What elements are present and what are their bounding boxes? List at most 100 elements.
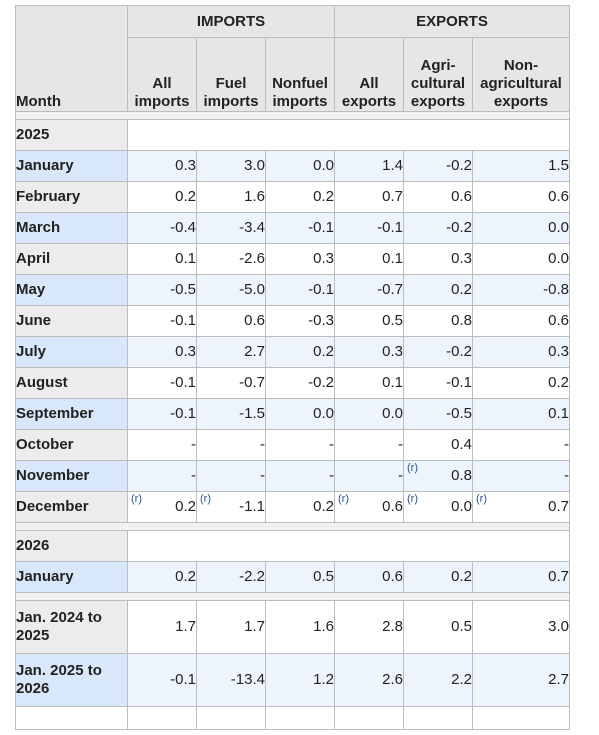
value-text: 0.8	[451, 312, 472, 329]
exports-group-header: EXPORTS	[334, 5, 570, 38]
value-cell: -0.1	[127, 653, 197, 707]
year-row-fill	[127, 119, 570, 151]
value-text: 0.7	[548, 498, 569, 515]
value-cell: 0.2	[403, 561, 473, 593]
value-cell: 0.3	[265, 243, 335, 275]
value-cell: 0.1	[334, 243, 404, 275]
value-text: 1.4	[382, 157, 403, 174]
value-cell: (r) 0.7	[472, 491, 570, 523]
month-label: March	[15, 212, 128, 244]
value-cell: -	[127, 460, 197, 492]
value-cell: 0.5	[334, 305, 404, 337]
table-tail-row	[15, 706, 570, 730]
table-row: May -0.5 -5.0 -0.1 -0.7 0.2 -0.8	[15, 274, 570, 306]
value-cell: -	[334, 460, 404, 492]
value-cell: 3.0	[472, 600, 570, 654]
year-label: 2025	[15, 119, 128, 151]
value-text: 0.2	[451, 281, 472, 298]
value-cell: (r) 0.2	[127, 491, 197, 523]
value-text: 0.3	[451, 250, 472, 267]
value-cell: -0.3	[265, 305, 335, 337]
value-text: -0.7	[239, 374, 265, 391]
value-text: 0.8	[451, 467, 472, 484]
month-label: September	[15, 398, 128, 430]
value-text: 0.0	[548, 250, 569, 267]
value-cell: 0.8	[403, 305, 473, 337]
month-label: October	[15, 429, 128, 461]
value-cell: 0.6	[334, 561, 404, 593]
value-text: 0.2	[451, 568, 472, 585]
value-cell: -0.1	[403, 367, 473, 399]
value-cell: -	[196, 429, 266, 461]
value-text: 0.2	[313, 188, 334, 205]
value-text: -0.2	[308, 374, 334, 391]
column-header: Non-agricultural exports	[472, 37, 570, 112]
value-text: -0.1	[308, 281, 334, 298]
value-text: 0.6	[244, 312, 265, 329]
range-label: Jan. 2024 to 2025	[15, 600, 128, 654]
value-cell: -	[127, 429, 197, 461]
value-cell: -	[472, 429, 570, 461]
value-cell: -	[196, 460, 266, 492]
range-label: Jan. 2025 to 2026	[15, 653, 128, 707]
value-cell: -0.2	[403, 150, 473, 182]
table-row: June -0.1 0.6 -0.3 0.5 0.8 0.6	[15, 305, 570, 337]
value-cell: -1.5	[196, 398, 266, 430]
value-cell: -	[472, 460, 570, 492]
value-cell: 0.5	[403, 600, 473, 654]
value-text: -	[398, 436, 403, 453]
table-row: November - - - - (r) 0.8-	[15, 460, 570, 492]
value-cell: -0.7	[196, 367, 266, 399]
value-cell: 0.5	[265, 561, 335, 593]
value-text: 0.2	[313, 343, 334, 360]
value-text: 0.0	[451, 498, 472, 515]
value-text: -0.1	[170, 374, 196, 391]
value-text: 0.2	[548, 374, 569, 391]
table-row: August -0.1 -0.7 -0.2 0.1 -0.1 0.2	[15, 367, 570, 399]
value-text: 0.0	[313, 405, 334, 422]
value-text: 0.0	[548, 219, 569, 236]
value-text: 0.1	[382, 374, 403, 391]
month-label: May	[15, 274, 128, 306]
value-cell: 2.7	[196, 336, 266, 368]
value-text: 0.2	[175, 568, 196, 585]
value-text: 0.4	[451, 436, 472, 453]
value-text: 0.3	[382, 343, 403, 360]
value-cell: 0.2	[127, 181, 197, 213]
year-row-fill	[127, 530, 570, 562]
value-text: -0.5	[446, 405, 472, 422]
value-cell: 0.1	[334, 367, 404, 399]
value-text: 0.6	[548, 188, 569, 205]
value-cell: 1.7	[127, 600, 197, 654]
month-label: August	[15, 367, 128, 399]
value-cell: -0.1	[127, 305, 197, 337]
value-cell: 0.3	[127, 336, 197, 368]
column-header: All exports	[334, 37, 404, 112]
value-text: -	[398, 467, 403, 484]
table-row: January 0.2 -2.2 0.5 0.6 0.2 0.7	[15, 561, 570, 593]
year-row: 2025	[15, 119, 570, 151]
value-cell: -0.1	[127, 398, 197, 430]
value-cell: (r) 0.8	[403, 460, 473, 492]
value-cell: 0.0	[265, 398, 335, 430]
value-text: -1.1	[239, 498, 265, 515]
value-text: 0.5	[313, 568, 334, 585]
value-text: 0.3	[175, 157, 196, 174]
value-cell: 1.2	[265, 653, 335, 707]
value-text: -0.7	[377, 281, 403, 298]
month-column-header: Month	[15, 5, 128, 112]
value-cell: 0.2	[265, 336, 335, 368]
value-cell: -0.1	[265, 274, 335, 306]
table-row: April 0.1 -2.6 0.3 0.1 0.3 0.0	[15, 243, 570, 275]
value-text: -2.6	[239, 250, 265, 267]
month-label: June	[15, 305, 128, 337]
value-cell: -5.0	[196, 274, 266, 306]
revised-footnote-marker: (r)	[131, 493, 142, 505]
value-cell: 0.0	[472, 212, 570, 244]
value-cell: 0.7	[472, 561, 570, 593]
spacer-cell	[15, 592, 570, 601]
revised-footnote-marker: (r)	[200, 493, 211, 505]
value-text: -0.2	[446, 157, 472, 174]
value-text: 0.6	[451, 188, 472, 205]
tail-cell	[334, 706, 404, 730]
